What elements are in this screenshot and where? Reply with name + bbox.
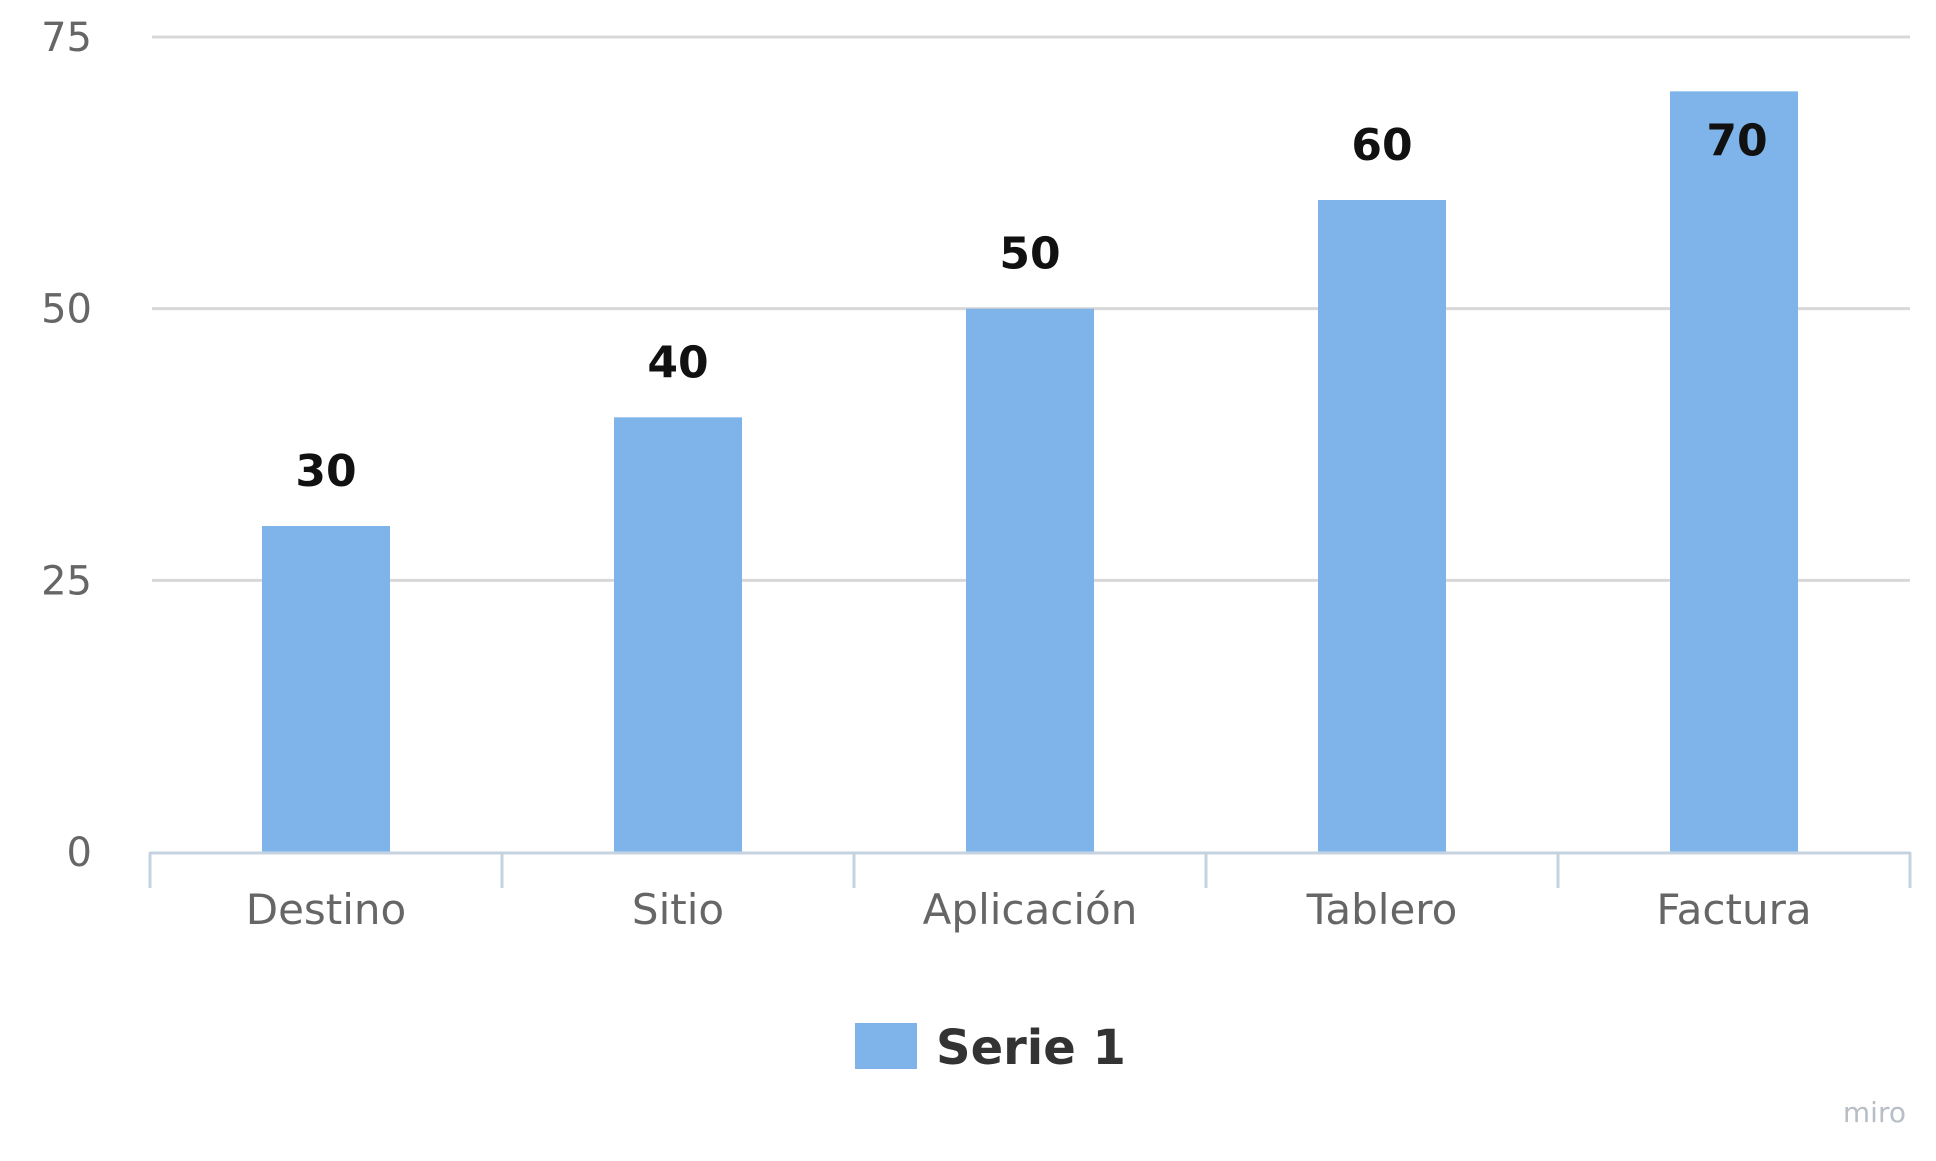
data-label: 40 bbox=[647, 337, 708, 388]
x-tick-label: Aplicación bbox=[923, 885, 1138, 934]
legend-swatch bbox=[855, 1023, 917, 1069]
bar-sitio[interactable] bbox=[614, 417, 742, 852]
bar-aplicación[interactable] bbox=[966, 308, 1094, 853]
data-label: 30 bbox=[295, 446, 356, 497]
y-tick-label: 0 bbox=[67, 830, 92, 876]
bar-tablero[interactable] bbox=[1318, 200, 1446, 852]
bars bbox=[262, 91, 1798, 853]
x-axis bbox=[148, 851, 1912, 888]
bar-destino[interactable] bbox=[262, 526, 390, 852]
x-tick-label: Destino bbox=[246, 885, 407, 934]
x-tick-label: Factura bbox=[1656, 885, 1811, 934]
x-axis-labels: Destino Sitio Aplicación Tablero Factura bbox=[246, 885, 1812, 934]
y-axis-ticks: 0 25 50 75 bbox=[41, 15, 92, 876]
x-tick-label: Tablero bbox=[1306, 885, 1458, 934]
miro-watermark: miro bbox=[1843, 1096, 1906, 1129]
data-labels: 30 40 50 60 70 bbox=[295, 115, 1767, 497]
y-tick-label: 25 bbox=[41, 558, 92, 604]
x-tick-label: Sitio bbox=[632, 885, 724, 934]
data-label: 70 bbox=[1706, 115, 1767, 166]
y-tick-label: 75 bbox=[41, 15, 92, 61]
legend-label: Serie 1 bbox=[936, 1020, 1126, 1076]
data-label: 50 bbox=[999, 229, 1060, 280]
data-label: 60 bbox=[1351, 120, 1412, 171]
y-tick-label: 50 bbox=[41, 287, 92, 333]
bar-factura[interactable] bbox=[1670, 91, 1798, 853]
legend[interactable]: Serie 1 bbox=[855, 1020, 1126, 1076]
